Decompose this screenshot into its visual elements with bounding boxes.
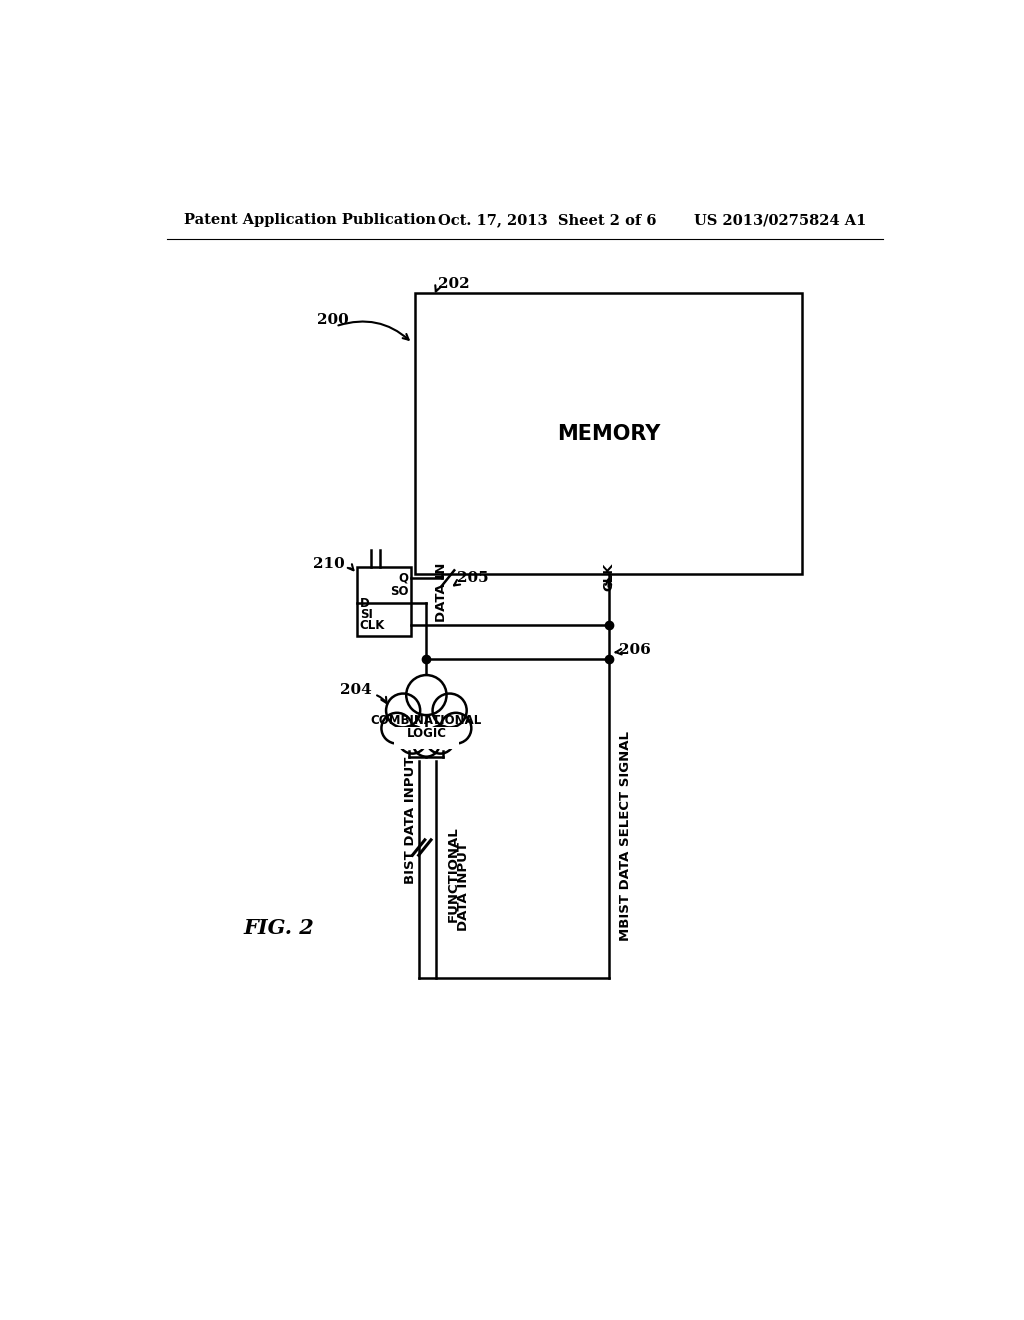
Text: DATA INPUT: DATA INPUT: [457, 842, 470, 931]
Circle shape: [440, 713, 471, 743]
Circle shape: [381, 713, 413, 743]
Text: DATA IN: DATA IN: [435, 562, 449, 622]
Text: FUNCTIONAL: FUNCTIONAL: [446, 826, 460, 923]
Text: US 2013/0275824 A1: US 2013/0275824 A1: [693, 213, 866, 227]
Circle shape: [386, 693, 420, 727]
Text: Oct. 17, 2013  Sheet 2 of 6: Oct. 17, 2013 Sheet 2 of 6: [438, 213, 656, 227]
Text: Q: Q: [398, 572, 409, 585]
Text: CLK: CLK: [602, 562, 615, 591]
Text: 210: 210: [313, 557, 345, 572]
Text: LOGIC: LOGIC: [407, 727, 446, 741]
Text: 205: 205: [458, 572, 489, 585]
Bar: [415, 293, 802, 574]
Text: CLK: CLK: [359, 619, 385, 631]
Circle shape: [398, 726, 426, 754]
Text: MBIST DATA SELECT SIGNAL: MBIST DATA SELECT SIGNAL: [618, 731, 632, 941]
Text: 200: 200: [317, 313, 349, 327]
Text: COMBINATIONAL: COMBINATIONAL: [371, 714, 482, 727]
Bar: [356, 566, 411, 636]
Text: SO: SO: [390, 585, 409, 598]
Text: SI: SI: [359, 607, 373, 620]
Bar: [394, 727, 459, 748]
Circle shape: [432, 693, 467, 727]
Text: 206: 206: [620, 643, 651, 656]
Circle shape: [414, 730, 439, 756]
Text: MEMORY: MEMORY: [557, 424, 660, 444]
Text: BIST DATA INPUT: BIST DATA INPUT: [404, 756, 418, 884]
Text: FIG. 2: FIG. 2: [244, 919, 314, 939]
Circle shape: [407, 675, 446, 715]
Text: D: D: [359, 597, 370, 610]
Text: Patent Application Publication: Patent Application Publication: [183, 213, 436, 227]
Text: 204: 204: [340, 682, 372, 697]
Text: 202: 202: [438, 277, 470, 290]
Circle shape: [426, 726, 455, 754]
